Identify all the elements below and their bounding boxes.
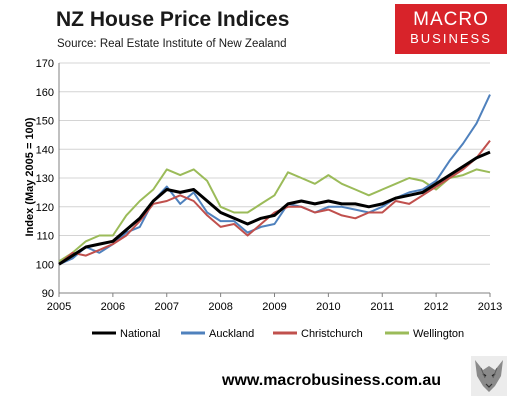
y-axis-label: Index (May 2005 = 100) bbox=[24, 117, 36, 236]
legend-label-auckland: Auckland bbox=[209, 328, 254, 340]
axes: 90 100 110 120 130 140 150 160 170 2005 2006 2007 20… bbox=[36, 58, 503, 313]
series-layer bbox=[58, 94, 491, 266]
y-tick-label-6: 150 bbox=[36, 116, 54, 128]
wolf-logo-icon bbox=[471, 356, 507, 396]
y-tick-label-2: 110 bbox=[36, 231, 54, 243]
x-tick-label-4: 2009 bbox=[262, 301, 286, 313]
y-tick-label-4: 130 bbox=[36, 173, 54, 185]
x-tick-label-3: 2008 bbox=[208, 301, 232, 313]
footer-url: www.macrobusiness.com.au bbox=[222, 372, 442, 389]
x-tick-label-2: 2007 bbox=[155, 301, 179, 313]
series-line-wellington bbox=[58, 168, 491, 263]
x-tick-label-0: 2005 bbox=[47, 301, 71, 313]
y-tick-label-0: 90 bbox=[42, 288, 54, 300]
logo-line2: BUSINESS bbox=[410, 31, 492, 46]
x-tick-label-5: 2010 bbox=[316, 301, 340, 313]
chart-subtitle: Source: Real Estate Institute of New Zea… bbox=[57, 38, 287, 50]
y-tick-label-5: 140 bbox=[36, 144, 54, 156]
series-line-christchurch bbox=[58, 139, 491, 266]
y-tick-label-3: 120 bbox=[36, 202, 54, 214]
y-tick-label-1: 100 bbox=[36, 259, 54, 271]
x-tick-label-7: 2012 bbox=[424, 301, 448, 313]
chart-title: NZ House Price Indices bbox=[56, 8, 290, 31]
logo-line1: MACRO bbox=[413, 9, 489, 30]
x-tick-label-6: 2011 bbox=[370, 301, 394, 313]
legend-label-wellington: Wellington bbox=[413, 328, 464, 340]
legend-label-national: National bbox=[120, 328, 160, 340]
y-tick-label-8: 170 bbox=[36, 58, 54, 70]
x-tick-label-1: 2006 bbox=[101, 301, 125, 313]
y-tick-label-7: 160 bbox=[36, 87, 54, 99]
legend: National Auckland Christchurch Wellington bbox=[92, 328, 464, 340]
legend-label-christchurch: Christchurch bbox=[301, 328, 363, 340]
series-line-national bbox=[58, 150, 491, 266]
x-tick-label-8: 2013 bbox=[478, 301, 502, 313]
macrobusiness-logo: MACRO BUSINESS bbox=[395, 4, 507, 54]
